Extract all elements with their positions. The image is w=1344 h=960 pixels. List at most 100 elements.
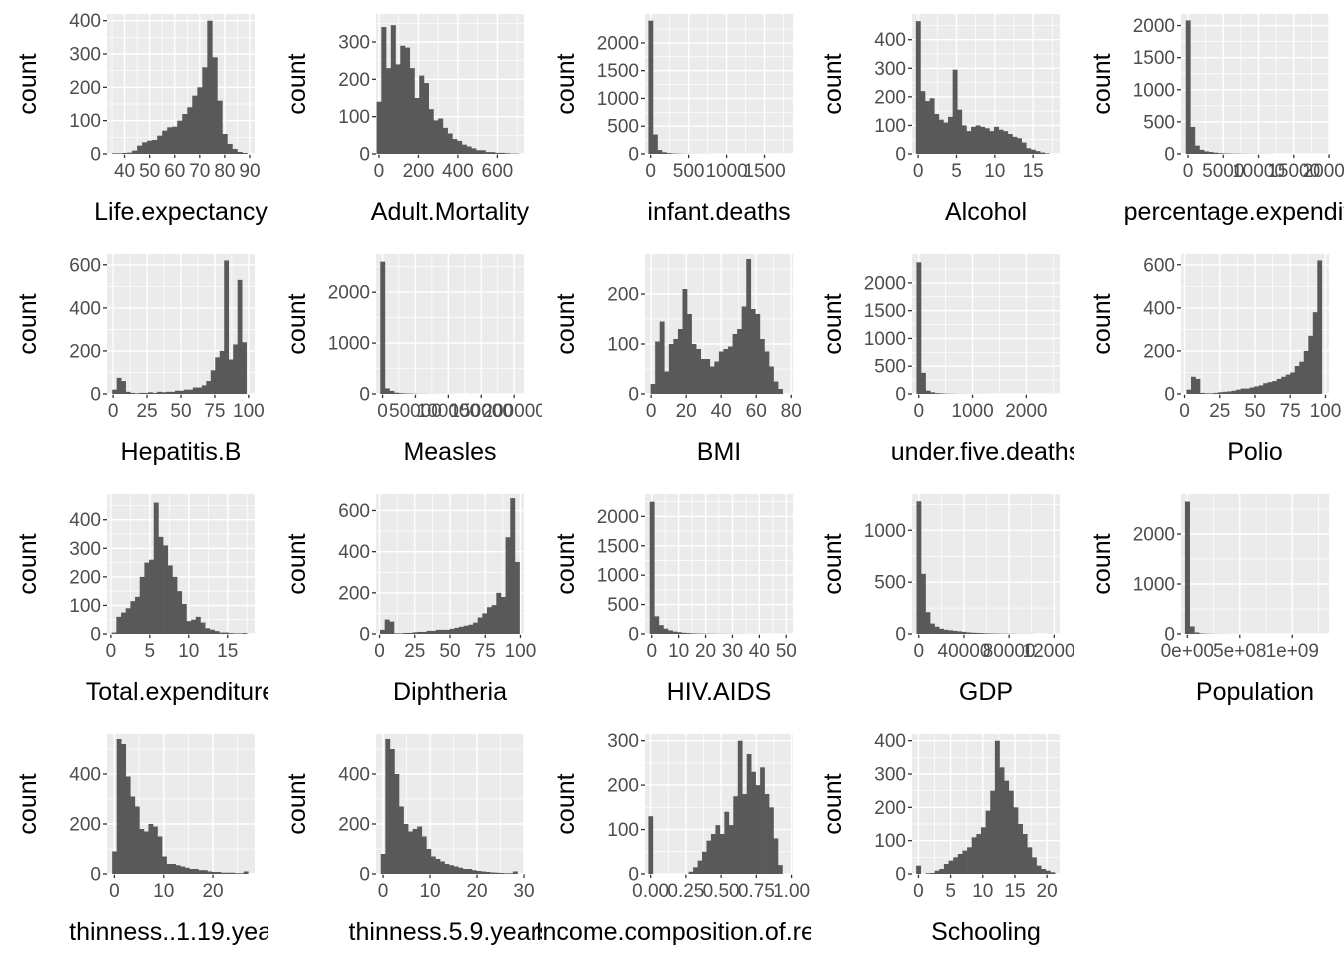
histogram-bar xyxy=(953,857,959,874)
y-axis-title: count xyxy=(14,533,42,594)
y-tick-label: 0 xyxy=(1164,145,1175,166)
x-tick-label: 75 xyxy=(1280,401,1301,422)
histogram-bar xyxy=(1208,152,1214,154)
histogram-bar xyxy=(116,616,122,634)
histogram-bar xyxy=(477,617,483,634)
panel-background xyxy=(645,14,793,154)
histogram-bar xyxy=(421,836,427,874)
x-tick-label: 1.00 xyxy=(773,881,810,902)
x-tick-label: 30 xyxy=(513,881,534,902)
histogram-bar xyxy=(1249,387,1255,394)
histogram-bar xyxy=(934,393,940,394)
histogram-bar xyxy=(485,872,491,874)
y-tick-label: 400 xyxy=(1143,298,1175,319)
x-tick-label: 500 xyxy=(673,161,705,182)
histogram-bar xyxy=(130,601,136,634)
histogram-bar xyxy=(454,627,460,634)
histogram-bar xyxy=(957,631,963,634)
histogram-bar xyxy=(916,501,922,634)
histogram-bar xyxy=(925,612,931,634)
histogram-bar xyxy=(209,629,215,634)
histogram-bar xyxy=(500,596,506,634)
histogram-bar xyxy=(139,829,145,874)
histogram-bar xyxy=(471,148,477,154)
histogram-bar xyxy=(681,632,687,634)
histogram-bar xyxy=(421,631,427,634)
y-tick-label: 1000 xyxy=(597,89,639,110)
histogram-bar xyxy=(921,372,926,394)
histogram-bar xyxy=(222,134,228,154)
histogram-bar xyxy=(939,393,945,394)
histogram-bar xyxy=(157,836,163,874)
histogram-bar xyxy=(1041,869,1047,874)
histogram-bar xyxy=(180,866,186,874)
histogram-bar xyxy=(442,127,448,154)
histogram-panel: 40 50 60 70 80 90 0 100 200 300 400 Life.expectancy… xyxy=(14,11,268,226)
histogram-bar xyxy=(467,869,473,874)
histogram-bar xyxy=(658,625,664,634)
histogram-bar xyxy=(943,629,949,634)
x-axis-title: Life.expectancy xyxy=(94,198,268,226)
histogram-bar xyxy=(449,628,455,634)
histogram-bar xyxy=(1209,393,1214,394)
x-tick-label: 0 xyxy=(645,161,656,182)
y-axis-title: count xyxy=(283,533,311,594)
y-axis-title: count xyxy=(552,533,580,594)
histogram-bar xyxy=(234,873,240,874)
histogram-bar xyxy=(990,790,996,874)
histogram-bar xyxy=(673,339,679,394)
histogram-bar xyxy=(237,633,243,634)
histogram-bar xyxy=(925,873,931,874)
histogram-bar xyxy=(217,100,223,154)
histogram-bar xyxy=(192,95,198,154)
histogram-bar xyxy=(677,329,683,394)
histogram-bar xyxy=(430,856,436,874)
histogram-panel: 0 25 50 75 100 0 200 400 600 Hepatitis.B count xyxy=(14,254,265,466)
histogram-bar xyxy=(237,279,243,394)
histogram-bar xyxy=(655,341,661,394)
histogram-bar xyxy=(915,21,921,155)
histogram-bar xyxy=(149,559,155,634)
histogram-bar xyxy=(227,144,233,154)
y-axis-title: count xyxy=(552,53,580,114)
x-tick-label: 0 xyxy=(1179,401,1190,422)
histogram-bar xyxy=(216,872,222,874)
x-axis-title: Diphtheria xyxy=(393,678,507,706)
y-tick-label: 300 xyxy=(338,33,370,54)
x-tick-label: 600 xyxy=(482,161,514,182)
histogram-bar xyxy=(132,150,138,154)
histogram-bar xyxy=(934,870,940,874)
y-tick-label: 100 xyxy=(338,107,370,128)
histogram-bar xyxy=(952,69,958,154)
histogram-bar xyxy=(1218,392,1223,394)
y-tick-label: 2000 xyxy=(864,273,906,294)
histogram-bar xyxy=(998,129,1004,154)
panel-background xyxy=(1181,14,1329,154)
histogram-bar xyxy=(139,576,145,634)
histogram-bar xyxy=(409,68,415,154)
histogram-bar xyxy=(243,871,249,874)
x-axis-title: thinness..1.19.years xyxy=(69,918,293,946)
histogram-bar xyxy=(648,816,654,874)
y-tick-label: 0 xyxy=(359,865,370,886)
x-tick-label: 5 xyxy=(951,161,962,182)
histogram-bar xyxy=(1012,136,1018,154)
histogram-bar xyxy=(494,152,501,154)
histogram-bar xyxy=(457,140,463,154)
x-tick-label: 10 xyxy=(984,161,1005,182)
histogram-bar xyxy=(930,873,935,874)
histogram-bar xyxy=(668,344,674,394)
histogram-bar xyxy=(1204,393,1210,394)
histogram-bar xyxy=(943,122,949,154)
histogram-bar xyxy=(130,796,136,874)
x-tick-label: 15 xyxy=(217,641,238,662)
y-tick-label: 500 xyxy=(1143,112,1175,133)
histogram-bar xyxy=(962,850,968,874)
histogram-bar xyxy=(985,810,991,874)
x-tick-label: 40 xyxy=(749,641,770,662)
x-tick-label: 0 xyxy=(374,641,385,662)
histogram-bar xyxy=(117,153,123,154)
histogram-bar xyxy=(206,381,212,394)
histogram-bar xyxy=(654,616,660,634)
histogram-bar xyxy=(741,306,747,394)
